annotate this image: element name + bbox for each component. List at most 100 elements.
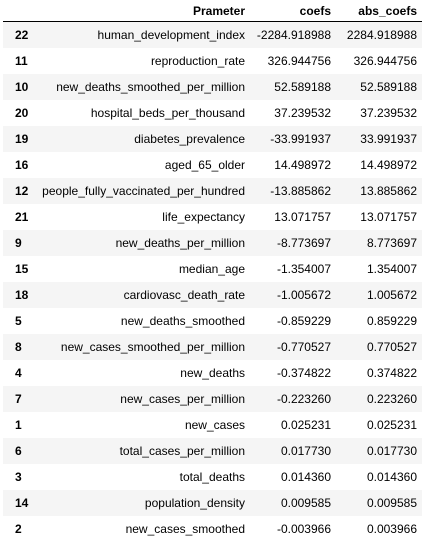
- coefs-cell: 37.239532: [274, 106, 331, 120]
- parameter-cell: human_development_index: [97, 28, 245, 42]
- coefs-cell: -0.770527: [276, 340, 331, 354]
- coefs-cell: 0.014360: [280, 470, 331, 484]
- table-row: 20 hospital_beds_per_thousand 37.239532 37.…: [3, 100, 422, 126]
- table-row: 18 cardiovasc_death_rate -1.005672 1.005672: [3, 282, 422, 308]
- table-row: 6 total_cases_per_million 0.017730 0.017730: [3, 438, 422, 464]
- parameter-cell: population_density: [144, 496, 245, 510]
- abs-coefs-cell: 0.223260: [366, 392, 417, 406]
- parameter-cell: total_deaths: [179, 470, 245, 484]
- parameter-cell: aged_65_older: [164, 158, 245, 172]
- row-index: 15: [15, 262, 29, 276]
- coefs-cell: 14.498972: [274, 158, 331, 172]
- parameter-cell: hospital_beds_per_thousand: [90, 106, 245, 120]
- row-index: 9: [15, 236, 22, 250]
- abs-coefs-cell: 33.991937: [360, 132, 417, 146]
- parameter-cell: new_deaths_per_million: [115, 236, 245, 250]
- table-row: 8 new_cases_smoothed_per_million -0.770527…: [3, 334, 422, 360]
- row-index: 21: [15, 210, 29, 224]
- table-row: 10 new_deaths_smoothed_per_million 52.5891…: [3, 74, 422, 100]
- row-index: 16: [15, 158, 29, 172]
- parameter-cell: new_cases_smoothed_per_million: [60, 340, 245, 354]
- table-row: 1 new_cases 0.025231 0.025231: [3, 412, 422, 438]
- coefs-cell: -1.354007: [276, 262, 331, 276]
- index-column-header: [3, 0, 37, 22]
- coefs-cell: -0.374822: [276, 366, 331, 380]
- coefs-cell: -0.223260: [276, 392, 331, 406]
- abs-coefs-cell: 0.770527: [366, 340, 417, 354]
- abs-coefs-cell: 2284.918988: [346, 28, 417, 42]
- row-index: 11: [15, 54, 28, 68]
- parameter-cell: people_fully_vaccinated_per_hundred: [42, 184, 245, 198]
- coefs-cell: -1.005672: [276, 288, 331, 302]
- abs-coefs-cell: 8.773697: [366, 236, 417, 250]
- coefs-cell: 0.025231: [280, 418, 331, 432]
- abs-coefs-cell: 14.498972: [360, 158, 417, 172]
- parameter-cell: cardiovasc_death_rate: [123, 288, 245, 302]
- row-index: 5: [15, 314, 22, 328]
- row-index: 22: [15, 28, 29, 42]
- row-index: 2: [15, 522, 22, 536]
- coefs-cell: -33.991937: [270, 132, 331, 146]
- abs-coefs-cell: 1.005672: [366, 288, 417, 302]
- row-index: 4: [15, 366, 22, 380]
- abs-coefs-cell: 0.003966: [366, 522, 417, 536]
- abs-coefs-cell: 0.009585: [366, 496, 417, 510]
- parameter-cell: new_deaths_smoothed_per_million: [56, 80, 245, 94]
- table-row: 15 median_age -1.354007 1.354007: [3, 256, 422, 282]
- abs-coefs-cell: 0.374822: [366, 366, 417, 380]
- row-index: 1: [15, 418, 22, 432]
- table-header-row: Prameter coefs abs_coefs: [3, 0, 422, 22]
- table-row: 3 total_deaths 0.014360 0.014360: [3, 464, 422, 490]
- row-index: 19: [15, 132, 29, 146]
- row-index: 12: [15, 184, 29, 198]
- abs-coefs-cell: 0.017730: [366, 444, 417, 458]
- row-index: 18: [15, 288, 29, 302]
- row-index: 3: [15, 470, 22, 484]
- coefs-cell: -0.003966: [276, 522, 331, 536]
- table-row: 19 diabetes_prevalence -33.991937 33.991937: [3, 126, 422, 152]
- parameter-cell: new_cases: [184, 418, 245, 432]
- table-row: 4 new_deaths -0.374822 0.374822: [3, 360, 422, 386]
- table-row: 22 human_development_index -2284.918988 228…: [3, 21, 422, 48]
- abs-coefs-cell: 1.354007: [366, 262, 417, 276]
- row-index: 10: [15, 80, 29, 94]
- table-row: 2 new_cases_smoothed -0.003966 0.003966: [3, 516, 422, 542]
- table-row: 16 aged_65_older 14.498972 14.498972: [3, 152, 422, 178]
- table-row: 5 new_deaths_smoothed -0.859229 0.859229: [3, 308, 422, 334]
- table-body: 22 human_development_index -2284.918988 228…: [3, 21, 422, 542]
- coefs-column-header: coefs: [250, 0, 336, 22]
- abs-coefs-cell: 13.071757: [360, 210, 417, 224]
- abs-coefs-column-header: abs_coefs: [336, 0, 422, 22]
- abs-coefs-cell: 13.885862: [360, 184, 417, 198]
- table-row: 21 life_expectancy 13.071757 13.071757: [3, 204, 422, 230]
- coefs-cell: 0.017730: [280, 444, 331, 458]
- row-index: 8: [15, 340, 22, 354]
- table-row: 12 people_fully_vaccinated_per_hundred -13…: [3, 178, 422, 204]
- table-row: 14 population_density 0.009585 0.009585: [3, 490, 422, 516]
- abs-coefs-cell: 326.944756: [353, 54, 417, 68]
- parameter-cell: new_cases_smoothed: [125, 522, 245, 536]
- abs-coefs-cell: 0.025231: [366, 418, 417, 432]
- parameter-cell: diabetes_prevalence: [134, 132, 245, 146]
- coefs-cell: 326.944756: [267, 54, 331, 68]
- row-index: 7: [15, 392, 22, 406]
- table-row: 9 new_deaths_per_million -8.773697 8.773697: [3, 230, 422, 256]
- table-row: 7 new_cases_per_million -0.223260 0.223260: [3, 386, 422, 412]
- coefs-cell: 52.589188: [274, 80, 331, 94]
- coefficients-table: Prameter coefs abs_coefs 22 human_develop…: [3, 0, 422, 542]
- abs-coefs-cell: 37.239532: [360, 106, 417, 120]
- parameter-cell: reproduction_rate: [150, 54, 245, 68]
- row-index: 20: [15, 106, 29, 120]
- table-row: 11 reproduction_rate 326.944756 326.944756: [3, 48, 422, 74]
- parameter-cell: total_cases_per_million: [119, 444, 245, 458]
- coefs-cell: -0.859229: [276, 314, 331, 328]
- coefs-cell: 0.009585: [280, 496, 331, 510]
- coefs-cell: -8.773697: [276, 236, 331, 250]
- parameter-cell: new_deaths_smoothed: [120, 314, 245, 328]
- parameter-column-header: Prameter: [37, 0, 250, 22]
- coefs-cell: -2284.918988: [256, 28, 331, 42]
- abs-coefs-cell: 52.589188: [360, 80, 417, 94]
- abs-coefs-cell: 0.859229: [366, 314, 417, 328]
- row-index: 14: [15, 496, 29, 510]
